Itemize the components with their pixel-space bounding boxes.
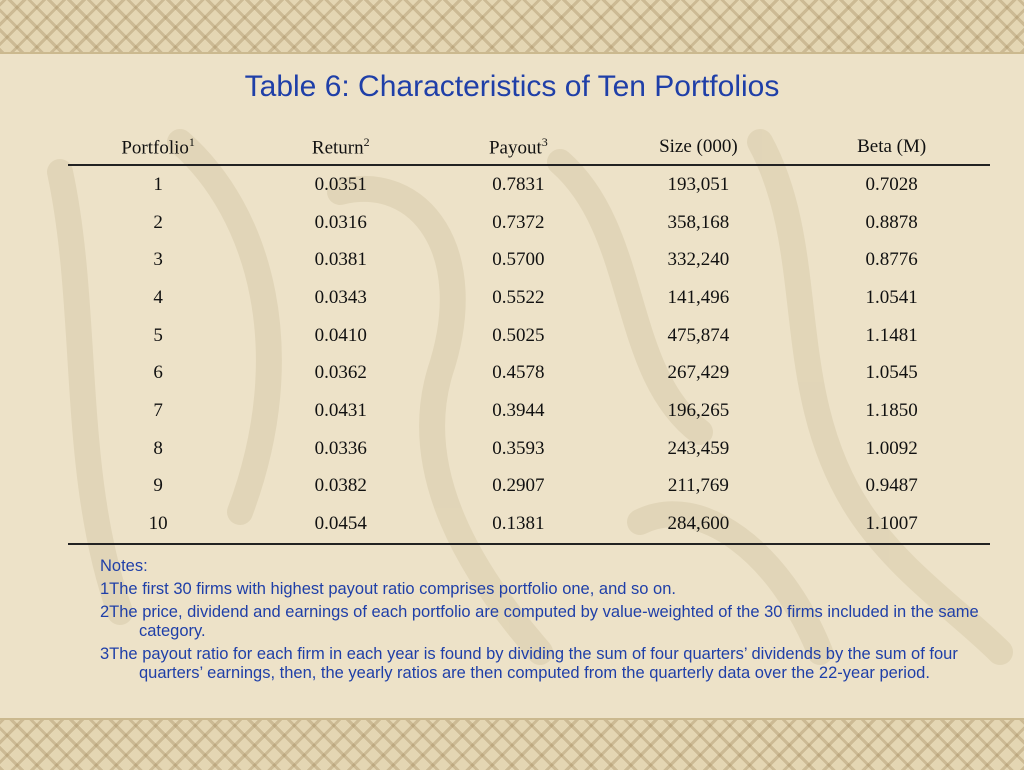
column-header-return: Return2 xyxy=(248,130,434,166)
table-row: 9 0.0382 0.2907 211,769 0.9487 xyxy=(68,468,990,506)
table-row: 6 0.0362 0.4578 267,429 1.0545 xyxy=(68,354,990,392)
note-item-1: 1The first 30 firms with highest payout … xyxy=(100,580,676,598)
table-row: 8 0.0336 0.3593 243,459 1.0092 xyxy=(68,430,990,468)
cell-beta: 0.8776 xyxy=(865,249,918,271)
cell-portfolio: 4 xyxy=(153,286,163,308)
decorative-bottom-border xyxy=(0,718,1024,770)
cell-payout: 0.7831 xyxy=(492,173,545,195)
cell-beta: 0.8878 xyxy=(865,211,918,233)
cell-payout: 0.5522 xyxy=(492,286,545,308)
cell-payout: 0.1381 xyxy=(433,505,604,545)
table-row: 5 0.0410 0.5025 475,874 1.1481 xyxy=(68,317,990,355)
decorative-top-border xyxy=(0,0,1024,54)
cell-size: 141,496 xyxy=(667,286,730,308)
cell-size: 243,459 xyxy=(667,437,730,459)
note-item-3: 3The payout ratio for each firm in each … xyxy=(100,645,958,682)
cell-size: 196,265 xyxy=(667,399,730,421)
notes-heading: Notes: xyxy=(100,557,148,575)
cell-return: 0.0362 xyxy=(314,362,367,384)
cell-beta: 1.0092 xyxy=(865,437,918,459)
cell-payout: 0.7372 xyxy=(492,211,545,233)
cell-return: 0.0316 xyxy=(314,211,367,233)
cell-portfolio: 10 xyxy=(68,505,249,545)
cell-payout: 0.2907 xyxy=(492,475,545,497)
cell-portfolio: 7 xyxy=(153,399,163,421)
table-row: 10 0.0454 0.1381 284,600 1.1007 xyxy=(68,505,990,545)
cell-size: 284,600 xyxy=(603,505,794,545)
table-row: 3 0.0381 0.5700 332,240 0.8776 xyxy=(68,241,990,279)
cell-return: 0.0343 xyxy=(314,286,367,308)
cell-size: 193,051 xyxy=(667,173,730,195)
cell-return: 0.0336 xyxy=(314,437,367,459)
cell-payout: 0.5025 xyxy=(492,324,545,346)
cell-beta: 0.9487 xyxy=(865,475,918,497)
cell-size: 475,874 xyxy=(667,324,730,346)
cell-return: 0.0381 xyxy=(314,249,367,271)
cell-portfolio: 8 xyxy=(153,437,163,459)
table-row: 1 0.0351 0.7831 193,051 0.7028 xyxy=(68,165,990,204)
cell-beta: 1.1007 xyxy=(793,505,990,545)
table-row: 7 0.0431 0.3944 196,265 1.1850 xyxy=(68,392,990,430)
cell-return: 0.0454 xyxy=(248,505,434,545)
note-item-2: 2The price, dividend and earnings of eac… xyxy=(100,603,979,640)
cell-payout: 0.3944 xyxy=(492,399,545,421)
notes-section: Notes: 1The first 30 firms with highest … xyxy=(100,557,980,687)
column-header-payout: Payout3 xyxy=(433,130,604,166)
cell-beta: 1.1850 xyxy=(865,399,918,421)
cell-beta: 0.7028 xyxy=(865,173,918,195)
cell-payout: 0.5700 xyxy=(492,249,545,271)
table-row: 4 0.0343 0.5522 141,496 1.0541 xyxy=(68,279,990,317)
cell-size: 211,769 xyxy=(667,475,729,497)
cell-beta: 1.0545 xyxy=(865,362,918,384)
cell-return: 0.0431 xyxy=(314,399,367,421)
cell-payout: 0.3593 xyxy=(492,437,545,459)
slide-title: Table 6: Characteristics of Ten Portfoli… xyxy=(244,70,780,103)
portfolio-table: Portfolio1 Return2 Payout3 Size (000) Be… xyxy=(68,130,990,545)
cell-size: 358,168 xyxy=(667,211,730,233)
cell-portfolio: 3 xyxy=(153,249,163,271)
column-header-size: Size (000) xyxy=(603,130,794,166)
cell-portfolio: 2 xyxy=(153,211,163,233)
cell-return: 0.0382 xyxy=(314,475,367,497)
column-header-portfolio: Portfolio1 xyxy=(68,130,249,166)
cell-portfolio: 5 xyxy=(153,324,163,346)
cell-return: 0.0351 xyxy=(314,173,367,195)
cell-portfolio: 1 xyxy=(153,173,163,195)
cell-beta: 1.1481 xyxy=(865,324,918,346)
cell-portfolio: 6 xyxy=(153,362,163,384)
table-header-row: Portfolio1 Return2 Payout3 Size (000) Be… xyxy=(68,130,990,166)
cell-payout: 0.4578 xyxy=(492,362,545,384)
column-header-beta: Beta (M) xyxy=(793,130,990,166)
table-row: 2 0.0316 0.7372 358,168 0.8878 xyxy=(68,204,990,242)
cell-portfolio: 9 xyxy=(153,475,163,497)
cell-beta: 1.0541 xyxy=(865,286,918,308)
cell-size: 267,429 xyxy=(667,362,730,384)
cell-size: 332,240 xyxy=(667,249,730,271)
cell-return: 0.0410 xyxy=(314,324,367,346)
